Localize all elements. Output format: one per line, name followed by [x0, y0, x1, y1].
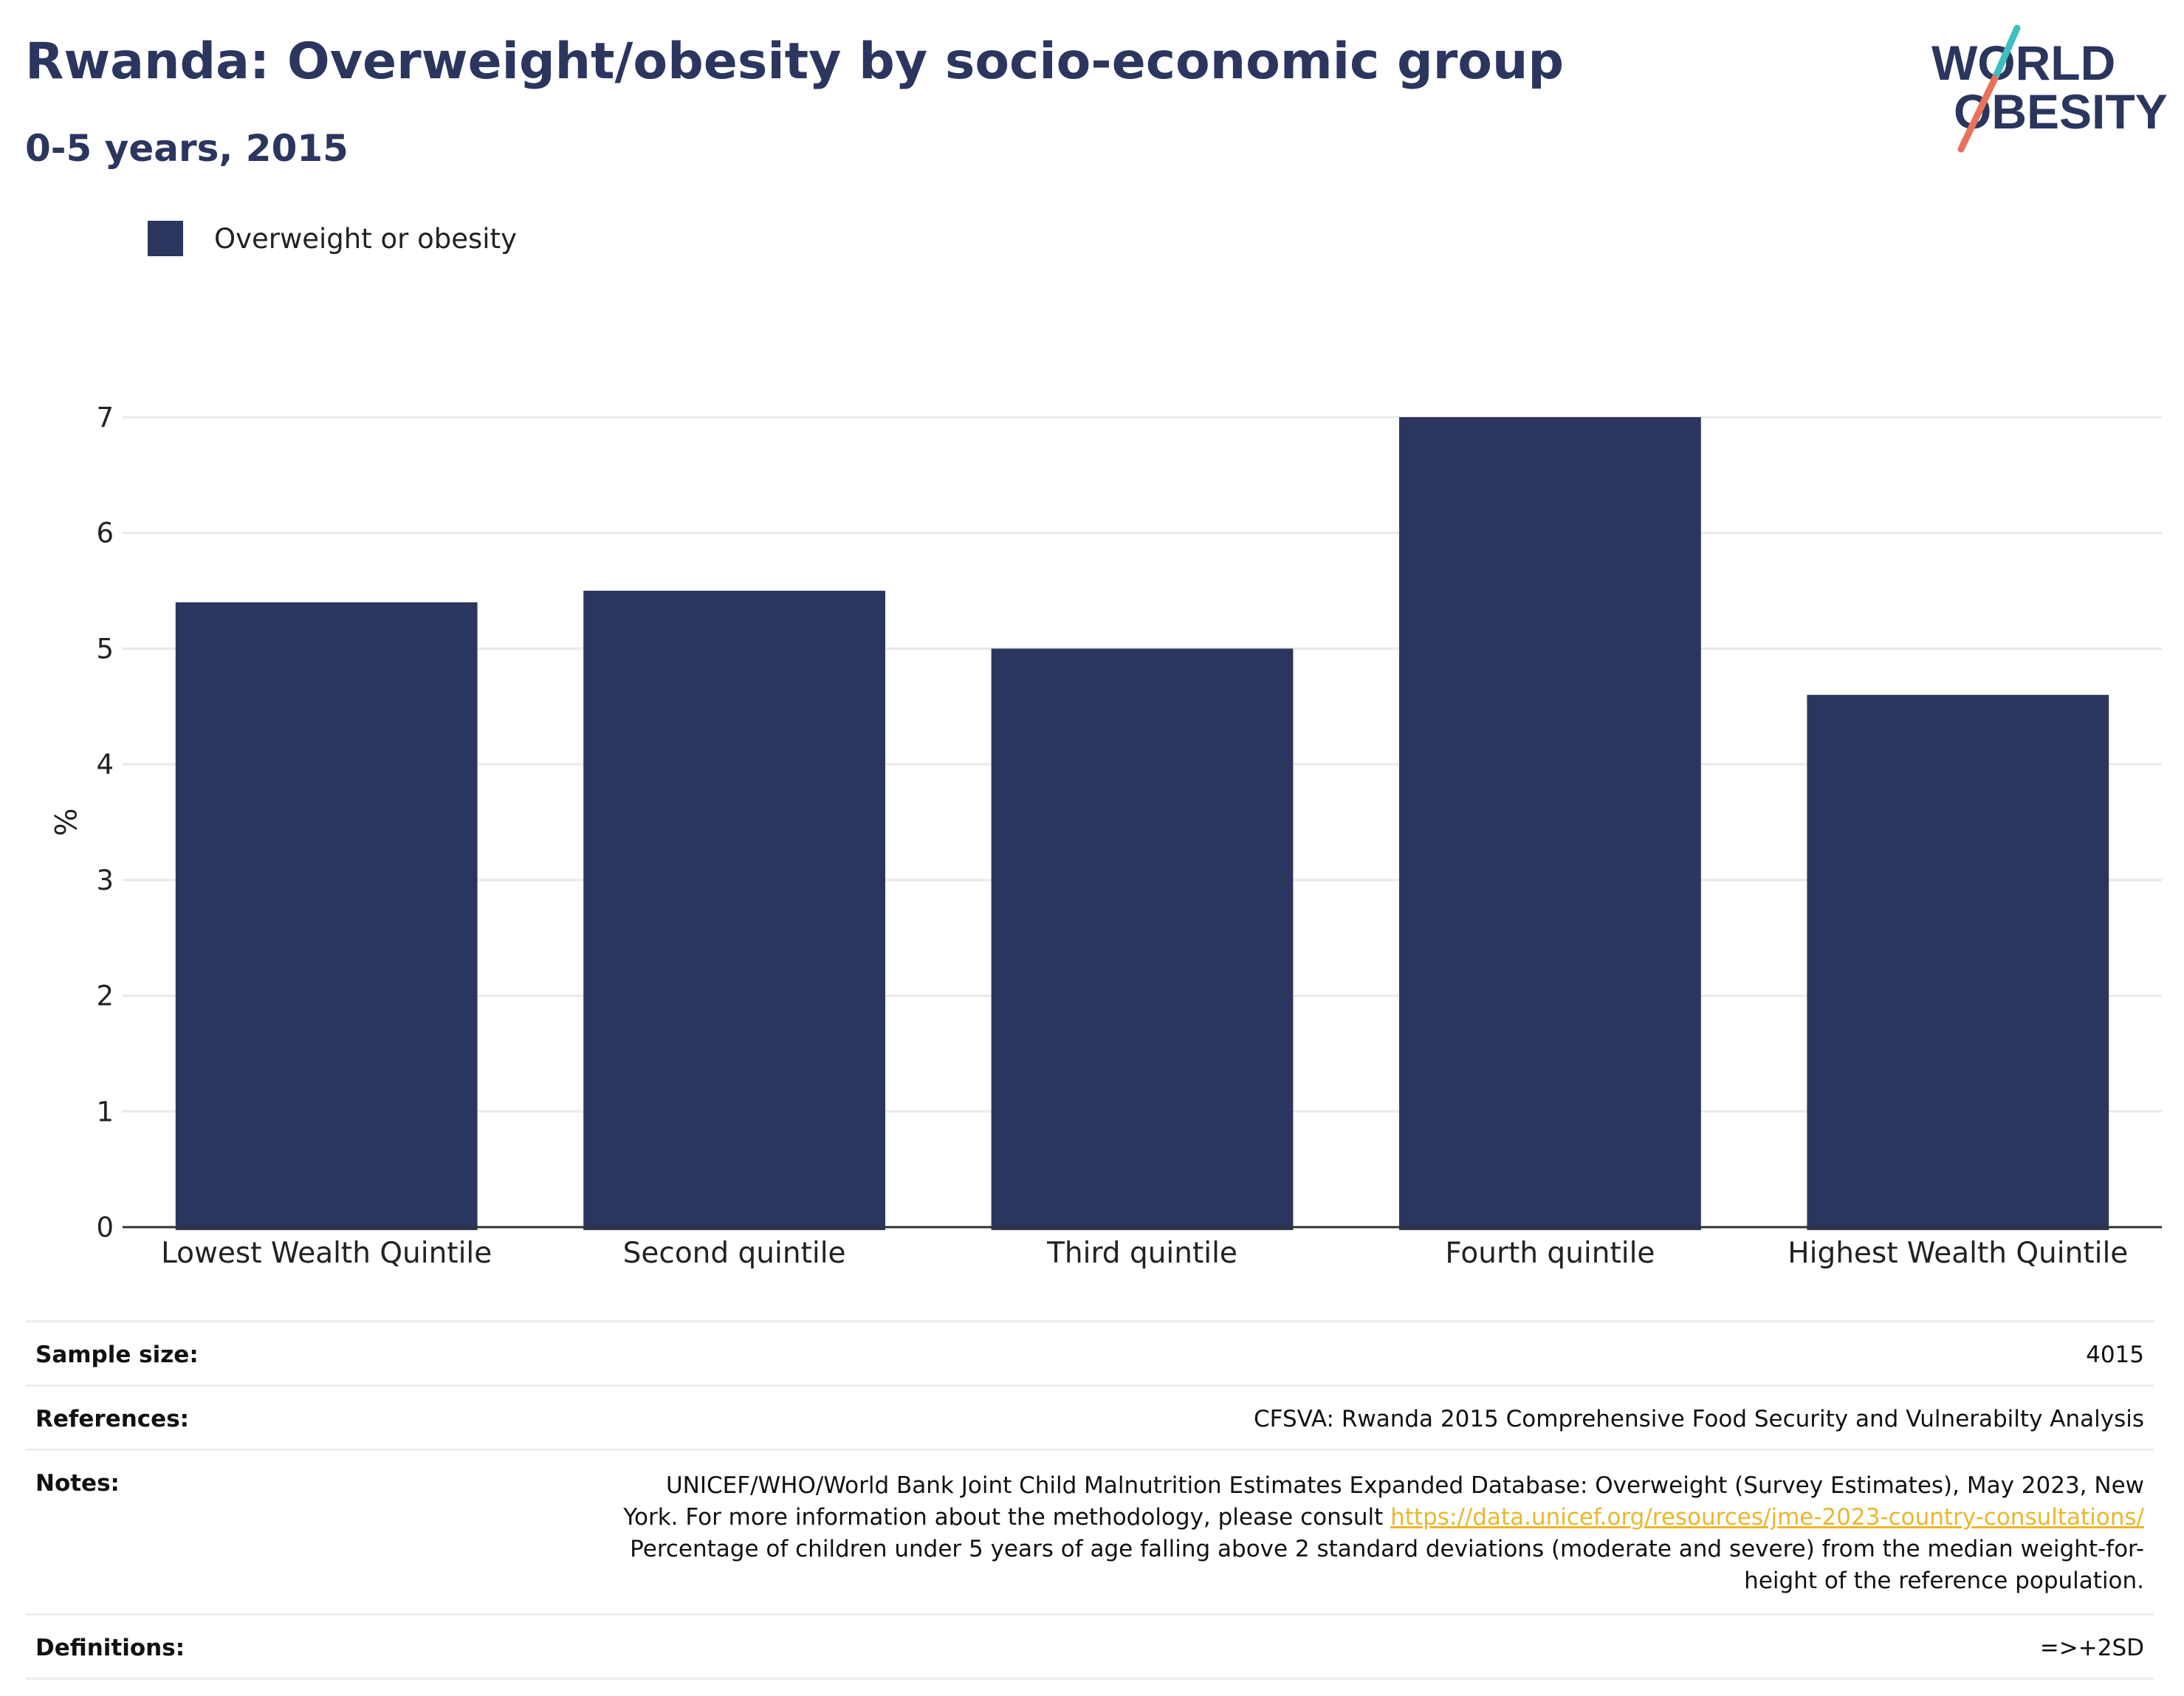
definitions-value: =>+2SD	[2039, 1635, 2144, 1661]
notes-value: UNICEF/WHO/World Bank Joint Child Malnut…	[549, 1470, 2144, 1597]
bar	[1807, 695, 2109, 1230]
x-tick-label: Highest Wealth Quintile	[1788, 1237, 2128, 1270]
y-tick-label: 1	[96, 1096, 114, 1127]
bars	[175, 417, 2109, 1230]
sample-size-value: 4015	[2086, 1342, 2144, 1368]
notes-label: Notes:	[35, 1470, 120, 1497]
methodology-link[interactable]: https://data.unicef.org/resources/jme-20…	[1390, 1504, 2144, 1531]
chart-title: Rwanda: Overweight/obesity by socio-econ…	[25, 32, 1565, 91]
y-tick-label: 5	[96, 633, 114, 665]
sample-size-label: Sample size:	[35, 1342, 199, 1368]
logo-line-1: WORLD	[1931, 35, 2115, 90]
y-tick-label: 6	[96, 518, 114, 549]
logo-slash-bottom	[1957, 75, 1999, 153]
y-tick-label: 3	[96, 865, 114, 896]
x-tick-label: Second quintile	[623, 1237, 846, 1270]
legend-label: Overweight or obesity	[214, 222, 517, 255]
bar	[583, 591, 885, 1230]
references-label: References:	[35, 1406, 190, 1432]
info-table: Sample size: 4015 References: CFSVA: Rwa…	[25, 1320, 2154, 1680]
references-value: CFSVA: Rwanda 2015 Comprehensive Food Se…	[1254, 1406, 2144, 1432]
logo-slash-top	[1991, 24, 2021, 82]
legend-swatch	[148, 221, 183, 256]
bar	[991, 648, 1294, 1230]
bar	[1399, 417, 1701, 1230]
notes-line-2: York. For more information about the met…	[623, 1504, 1391, 1531]
world-obesity-logo: WORLD OBESITY	[1931, 24, 2168, 153]
axes: 0 1 2 3 4 5 6 7% Lowest Wealth Quintile Second qu…	[47, 402, 2162, 1270]
bar	[175, 602, 478, 1230]
chart-subtitle: 0-5 years, 2015	[25, 127, 348, 170]
references-row: References: CFSVA: Rwanda 2015 Comprehen…	[25, 1384, 2154, 1449]
bar-chart: 0 1 2 3 4 5 6 7% Lowest Wealth Quintile Second qu…	[47, 402, 2162, 1270]
definitions-label: Definitions:	[35, 1635, 185, 1661]
x-tick-label: Fourth quintile	[1445, 1237, 1655, 1270]
notes-line-4: height of the reference population.	[1744, 1568, 2144, 1594]
y-tick-label: 7	[96, 402, 114, 433]
x-tick-label: Third quintile	[1046, 1237, 1237, 1270]
y-axis-title: %	[47, 808, 81, 836]
definitions-row: Definitions: =>+2SD	[25, 1613, 2154, 1680]
notes-line-1: UNICEF/WHO/World Bank Joint Child Malnut…	[665, 1472, 2144, 1499]
notes-line-3: Percentage of children under 5 years of …	[630, 1536, 2144, 1562]
notes-row: Notes: UNICEF/WHO/World Bank Joint Child…	[25, 1449, 2154, 1613]
chart-legend: Overweight or obesity	[148, 219, 517, 258]
y-tick-label: 2	[96, 981, 114, 1012]
y-tick-label: 0	[96, 1212, 114, 1243]
x-tick-label: Lowest Wealth Quintile	[161, 1237, 492, 1270]
y-tick-label: 4	[96, 749, 114, 780]
sample-size-row: Sample size: 4015	[25, 1320, 2154, 1384]
